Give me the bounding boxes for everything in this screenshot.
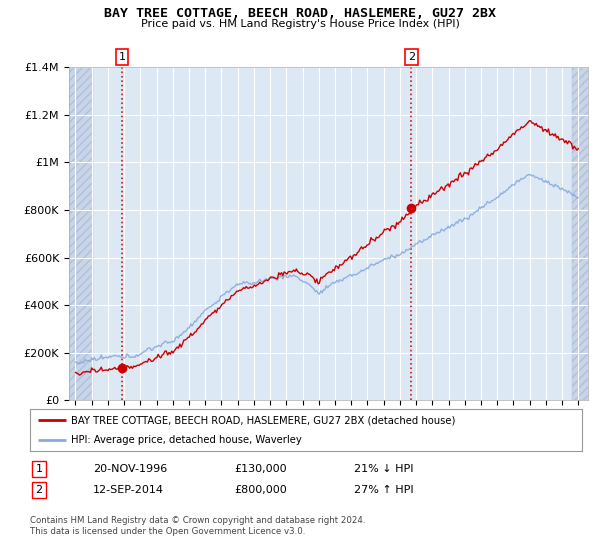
Text: 1: 1 [119,52,125,62]
Text: 2: 2 [35,485,43,495]
Bar [572,67,595,400]
Text: BAY TREE COTTAGE, BEECH ROAD, HASLEMERE, GU27 2BX: BAY TREE COTTAGE, BEECH ROAD, HASLEMERE,… [104,7,496,20]
Text: 21% ↓ HPI: 21% ↓ HPI [354,464,413,474]
Text: 12-SEP-2014: 12-SEP-2014 [93,485,164,495]
Text: 2: 2 [408,52,415,62]
Text: Price paid vs. HM Land Registry's House Price Index (HPI): Price paid vs. HM Land Registry's House … [140,19,460,29]
Text: 27% ↑ HPI: 27% ↑ HPI [354,485,413,495]
Text: HPI: Average price, detached house, Waverley: HPI: Average price, detached house, Wave… [71,435,302,445]
Text: £800,000: £800,000 [234,485,287,495]
Text: BAY TREE COTTAGE, BEECH ROAD, HASLEMERE, GU27 2BX (detached house): BAY TREE COTTAGE, BEECH ROAD, HASLEMERE,… [71,415,456,425]
Text: Contains HM Land Registry data © Crown copyright and database right 2024.
This d: Contains HM Land Registry data © Crown c… [30,516,365,536]
Text: 1: 1 [35,464,43,474]
Text: £130,000: £130,000 [234,464,287,474]
Text: 20-NOV-1996: 20-NOV-1996 [93,464,167,474]
Bar [67,67,94,400]
